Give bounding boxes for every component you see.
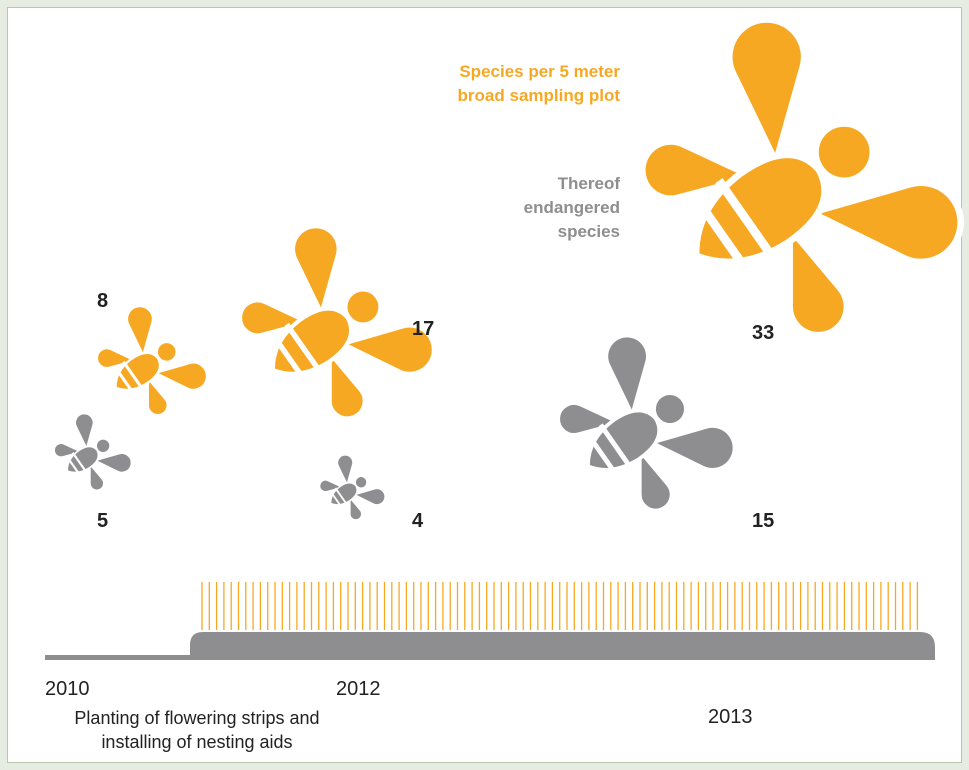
- bee-wing: [726, 16, 813, 165]
- value-label: 17: [412, 318, 434, 341]
- bee-wing: [337, 454, 355, 485]
- value-label: 8: [97, 290, 108, 313]
- bee-wing: [650, 421, 736, 472]
- bee-wing: [605, 334, 653, 417]
- year-label: 2012: [336, 678, 381, 701]
- chart: [0, 0, 969, 770]
- bee-wing: [126, 305, 156, 357]
- legend-entry: Thereof endangered species: [520, 172, 620, 244]
- timeline-base: [45, 655, 195, 660]
- bee: [308, 444, 393, 532]
- legend-entry: Species per 5 meter broad sampling plot: [420, 60, 620, 108]
- bee: [587, 0, 969, 392]
- annotation: Planting of flowering strips and install…: [52, 706, 342, 754]
- bee-wing: [74, 413, 95, 449]
- value-label: 5: [97, 510, 108, 533]
- bee-wing: [94, 451, 132, 473]
- bee: [41, 400, 141, 504]
- year-label: 2010: [45, 678, 90, 701]
- bee-wing: [291, 224, 344, 315]
- bee: [528, 305, 756, 541]
- flower-strip-ticks: [202, 582, 917, 630]
- value-label: 33: [752, 322, 774, 345]
- timeline-bar: [190, 632, 935, 660]
- bee-wing: [354, 487, 386, 506]
- year-label: 2013: [708, 706, 753, 729]
- bee-wing: [808, 173, 964, 265]
- value-label: 15: [752, 510, 774, 533]
- page: {"chart_data": {"type": "bee", "categori…: [0, 0, 969, 770]
- bee-wing: [154, 359, 208, 391]
- value-label: 4: [412, 510, 423, 533]
